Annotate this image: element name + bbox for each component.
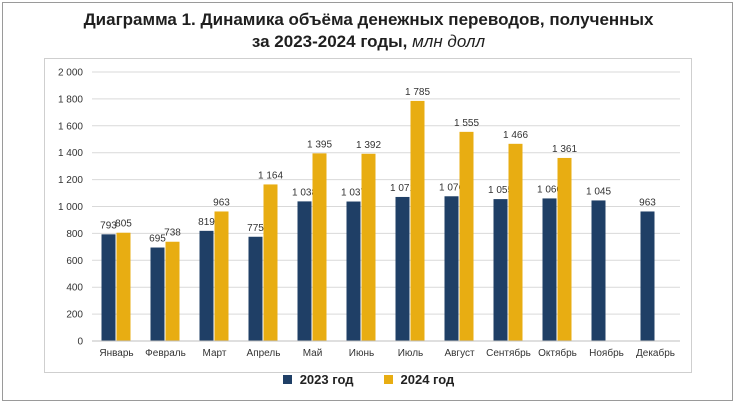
chart-title-line1: Диаграмма 1. Динамика объёма денежных пе… (83, 10, 654, 29)
bar-2024 (361, 153, 376, 341)
bar-2024 (116, 232, 131, 341)
bar-2023 (542, 198, 557, 341)
bar-2024 (557, 157, 572, 341)
legend-swatch-2024 (383, 374, 393, 384)
bar-2023 (248, 236, 263, 341)
bar-2023 (101, 234, 116, 341)
data-label: 1 037 (341, 188, 366, 199)
bar-2024 (459, 131, 474, 341)
bar-2023 (444, 196, 459, 341)
bar-2023 (591, 200, 606, 341)
y-tick-label: 1 200 (58, 175, 83, 186)
bar-2023 (640, 211, 655, 341)
y-tick-label: 400 (66, 283, 83, 294)
y-tick-label: 1 800 (58, 94, 83, 105)
bar-2024 (312, 153, 327, 341)
x-tick-label: Август (444, 348, 475, 359)
x-tick-label: Июль (398, 348, 424, 359)
legend-swatch-2023 (282, 374, 292, 384)
data-label: 695 (149, 234, 166, 245)
x-tick-label: Апрель (247, 348, 281, 359)
bar-2023 (297, 201, 312, 341)
data-label: 1 060 (537, 184, 562, 195)
x-tick-label: Март (203, 348, 227, 359)
data-label: 1 555 (454, 118, 479, 129)
legend-item-2023: 2023 год (282, 371, 354, 387)
bar-2024 (165, 241, 180, 341)
x-tick-label: Май (303, 348, 323, 359)
data-label: 1 395 (307, 139, 332, 150)
data-label: 1 071 (390, 183, 415, 194)
bar-2023 (493, 199, 508, 341)
bar-2024 (508, 143, 523, 341)
bar-2024 (263, 184, 278, 341)
y-tick-label: 1 400 (58, 148, 83, 159)
y-tick-label: 600 (66, 256, 83, 267)
data-label: 1 785 (405, 87, 430, 98)
legend: 2023 год 2024 год (0, 368, 737, 390)
x-tick-label: Февраль (145, 348, 186, 359)
data-label: 1 392 (356, 140, 381, 151)
y-tick-label: 1 000 (58, 202, 83, 213)
data-label: 1 045 (586, 186, 611, 197)
x-tick-label: Сентябрь (486, 347, 531, 359)
x-tick-label: Декабрь (636, 347, 675, 359)
legend-label-2024: 2024 год (400, 371, 455, 387)
data-label: 963 (213, 197, 230, 208)
chart-title-unit: млн долл (412, 32, 486, 51)
data-label: 1 164 (258, 170, 283, 181)
chart-title-period: за 2023-2024 годы, (251, 32, 408, 51)
data-label: 793 (100, 220, 117, 231)
data-label: 1 076 (439, 182, 464, 193)
data-label: 738 (164, 228, 181, 239)
data-label: 1 466 (503, 130, 528, 141)
x-tick-label: Июнь (349, 348, 374, 359)
bar-2024 (214, 211, 229, 341)
data-label: 1 038 (292, 187, 317, 198)
bar-2023 (395, 196, 410, 341)
bar-2024 (410, 100, 425, 341)
y-tick-label: 0 (77, 337, 83, 348)
y-tick-label: 2 000 (58, 68, 83, 79)
data-label: 1 361 (552, 144, 577, 155)
bar-2023 (199, 230, 214, 341)
x-tick-label: Октябрь (538, 347, 577, 359)
bar-2023 (346, 201, 361, 341)
y-tick-label: 800 (66, 229, 83, 240)
data-label: 805 (115, 219, 132, 230)
plot-area-border (44, 58, 692, 373)
chart-title-line2: за 2023-2024 годы, млн долл (0, 31, 737, 53)
x-tick-label: Январь (99, 348, 133, 359)
y-tick-label: 1 600 (58, 121, 83, 132)
data-label: 963 (639, 197, 656, 208)
bar-2023 (150, 247, 165, 341)
data-label: 819 (198, 217, 215, 228)
data-label: 1 055 (488, 185, 513, 196)
data-label: 775 (247, 223, 264, 234)
legend-item-2024: 2024 год (383, 371, 455, 387)
x-tick-label: Ноябрь (589, 347, 624, 359)
y-tick-label: 200 (66, 310, 83, 321)
legend-label-2023: 2023 год (299, 371, 354, 387)
